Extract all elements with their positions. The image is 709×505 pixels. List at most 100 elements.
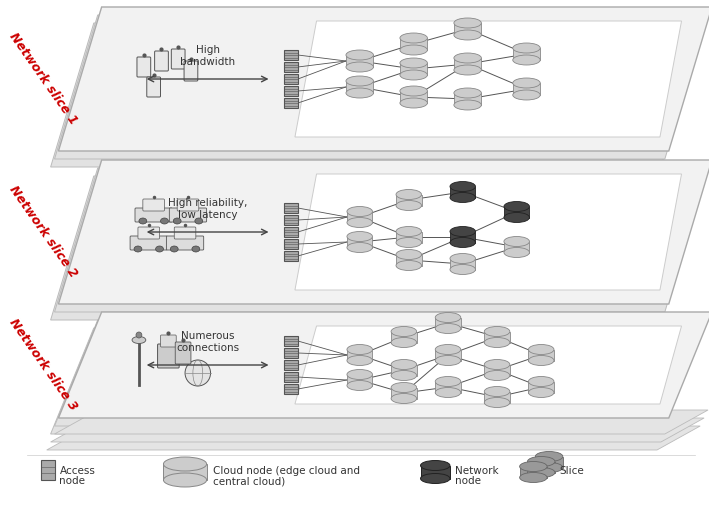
Polygon shape <box>454 58 481 70</box>
Polygon shape <box>50 418 704 442</box>
Ellipse shape <box>391 360 417 370</box>
Polygon shape <box>528 349 554 361</box>
FancyBboxPatch shape <box>284 251 298 261</box>
Ellipse shape <box>396 237 422 247</box>
Ellipse shape <box>513 78 540 88</box>
Ellipse shape <box>347 231 372 241</box>
Text: Numerous
connections: Numerous connections <box>176 331 239 353</box>
Ellipse shape <box>528 377 554 386</box>
Polygon shape <box>420 466 450 479</box>
FancyBboxPatch shape <box>284 384 298 394</box>
Polygon shape <box>50 23 704 167</box>
FancyBboxPatch shape <box>174 227 196 239</box>
Polygon shape <box>435 381 461 392</box>
Ellipse shape <box>535 451 563 462</box>
Polygon shape <box>346 81 374 93</box>
FancyBboxPatch shape <box>41 460 55 480</box>
Ellipse shape <box>400 33 428 43</box>
Polygon shape <box>391 331 417 342</box>
Polygon shape <box>347 236 372 247</box>
Ellipse shape <box>484 386 510 396</box>
Ellipse shape <box>195 218 203 224</box>
Polygon shape <box>347 212 372 223</box>
Polygon shape <box>58 160 709 304</box>
Ellipse shape <box>535 463 563 473</box>
Ellipse shape <box>454 100 481 110</box>
Ellipse shape <box>520 473 547 482</box>
Ellipse shape <box>346 76 374 86</box>
Polygon shape <box>400 63 428 75</box>
FancyBboxPatch shape <box>143 199 164 211</box>
Ellipse shape <box>454 53 481 63</box>
Ellipse shape <box>454 65 481 75</box>
Polygon shape <box>295 21 681 137</box>
Ellipse shape <box>396 261 422 271</box>
Polygon shape <box>484 391 510 402</box>
Ellipse shape <box>454 30 481 40</box>
FancyBboxPatch shape <box>172 49 185 69</box>
Ellipse shape <box>164 473 206 487</box>
Polygon shape <box>55 15 708 159</box>
Ellipse shape <box>435 344 461 355</box>
Ellipse shape <box>435 356 461 366</box>
Ellipse shape <box>400 86 428 96</box>
FancyBboxPatch shape <box>284 50 298 60</box>
Polygon shape <box>513 48 540 60</box>
FancyBboxPatch shape <box>175 342 191 364</box>
Polygon shape <box>400 91 428 103</box>
FancyBboxPatch shape <box>284 62 298 72</box>
Ellipse shape <box>450 237 476 247</box>
Polygon shape <box>58 312 709 418</box>
Ellipse shape <box>435 324 461 333</box>
Text: High
bandwidth: High bandwidth <box>180 45 235 67</box>
Polygon shape <box>535 457 563 468</box>
Text: Network slice 1: Network slice 1 <box>6 31 79 127</box>
Polygon shape <box>55 320 708 426</box>
Ellipse shape <box>435 377 461 386</box>
Ellipse shape <box>347 380 372 390</box>
Ellipse shape <box>527 468 555 478</box>
Ellipse shape <box>347 344 372 355</box>
Ellipse shape <box>391 371 417 380</box>
FancyBboxPatch shape <box>284 227 298 237</box>
Ellipse shape <box>450 181 476 191</box>
Ellipse shape <box>484 327 510 336</box>
Polygon shape <box>450 231 476 242</box>
FancyBboxPatch shape <box>284 215 298 225</box>
Text: Access: Access <box>60 466 95 476</box>
FancyBboxPatch shape <box>284 336 298 346</box>
Ellipse shape <box>527 457 555 467</box>
Ellipse shape <box>132 336 146 343</box>
Ellipse shape <box>504 201 530 212</box>
Ellipse shape <box>391 393 417 403</box>
Ellipse shape <box>396 200 422 211</box>
Ellipse shape <box>160 218 168 224</box>
Ellipse shape <box>513 90 540 100</box>
Polygon shape <box>50 328 704 434</box>
Ellipse shape <box>528 344 554 355</box>
Ellipse shape <box>400 45 428 55</box>
Polygon shape <box>295 174 681 290</box>
Ellipse shape <box>400 98 428 108</box>
Ellipse shape <box>155 246 164 252</box>
Ellipse shape <box>164 457 206 471</box>
Ellipse shape <box>504 236 530 246</box>
Polygon shape <box>164 464 206 480</box>
Ellipse shape <box>504 213 530 223</box>
Polygon shape <box>347 349 372 361</box>
Polygon shape <box>50 176 704 320</box>
Polygon shape <box>435 349 461 361</box>
Ellipse shape <box>396 227 422 236</box>
Ellipse shape <box>139 218 147 224</box>
Ellipse shape <box>400 70 428 80</box>
Polygon shape <box>55 410 708 434</box>
Ellipse shape <box>450 265 476 275</box>
Text: node: node <box>455 476 481 486</box>
Polygon shape <box>391 387 417 398</box>
Polygon shape <box>347 375 372 385</box>
FancyBboxPatch shape <box>169 208 206 222</box>
Polygon shape <box>528 381 554 392</box>
Polygon shape <box>396 255 422 266</box>
Ellipse shape <box>450 192 476 203</box>
FancyBboxPatch shape <box>157 344 179 368</box>
